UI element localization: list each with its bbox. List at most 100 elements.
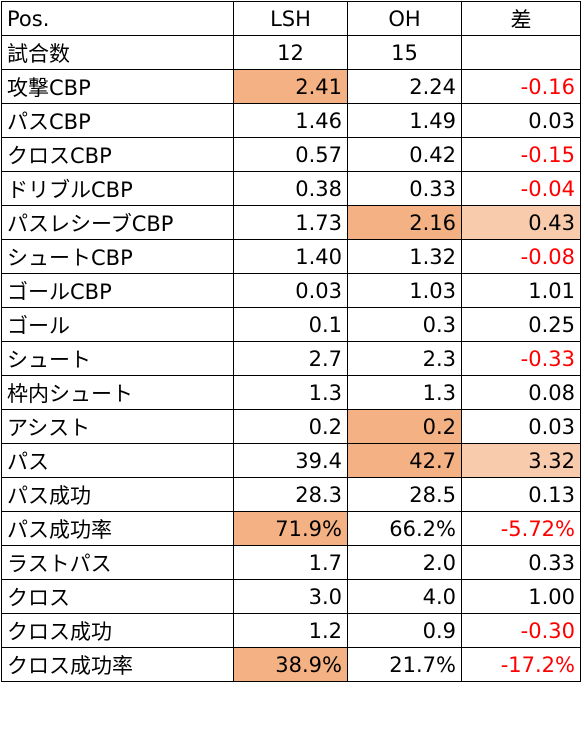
cell-lsh: 1.40 (233, 239, 348, 274)
row-label: パスCBP (1, 103, 234, 138)
row-label: パス成功 (1, 477, 234, 512)
table-row: ゴールCBP 0.03 1.03 1.01 (1, 273, 581, 308)
cell-oh: 0.2 (347, 409, 462, 444)
row-label: クロスCBP (1, 137, 234, 172)
header-oh: OH (347, 1, 462, 36)
cell-oh: 28.5 (347, 477, 462, 512)
table-row: アシスト 0.2 0.2 0.03 (1, 409, 581, 444)
cell-diff: -5.72% (461, 511, 581, 546)
stats-comparison-table: Pos. LSH OH 差 試合数 12 15 攻撃CBP 2.41 2.24 … (1, 1, 581, 682)
row-label: ゴール (1, 307, 234, 342)
table-row: パス 39.4 42.7 3.32 (1, 443, 581, 478)
header-diff: 差 (461, 1, 581, 36)
row-label: シュート (1, 341, 234, 376)
cell-oh: 66.2% (347, 511, 462, 546)
games-oh: 15 (347, 35, 462, 70)
cell-oh: 1.03 (347, 273, 462, 308)
cell-diff: -0.08 (461, 239, 581, 274)
table-row: シュート 2.7 2.3 -0.33 (1, 341, 581, 376)
table-row: ゴール 0.1 0.3 0.25 (1, 307, 581, 342)
cell-oh: 2.3 (347, 341, 462, 376)
cell-lsh: 3.0 (233, 579, 348, 614)
row-label: ゴールCBP (1, 273, 234, 308)
cell-oh: 21.7% (347, 647, 462, 682)
cell-lsh: 2.7 (233, 341, 348, 376)
row-label: クロス (1, 579, 234, 614)
cell-oh: 4.0 (347, 579, 462, 614)
games-lsh: 12 (233, 35, 348, 70)
cell-lsh: 0.1 (233, 307, 348, 342)
games-diff (461, 35, 581, 70)
cell-lsh: 0.57 (233, 137, 348, 172)
table-row: 攻撃CBP 2.41 2.24 -0.16 (1, 69, 581, 104)
table-row: ラストパス 1.7 2.0 0.33 (1, 545, 581, 580)
table-row: パスCBP 1.46 1.49 0.03 (1, 103, 581, 138)
row-label: ラストパス (1, 545, 234, 580)
table-row: クロス成功 1.2 0.9 -0.30 (1, 613, 581, 648)
cell-diff: 0.13 (461, 477, 581, 512)
header-lsh: LSH (233, 1, 348, 36)
row-label: パスレシーブCBP (1, 205, 234, 240)
cell-oh: 42.7 (347, 443, 462, 478)
cell-lsh: 28.3 (233, 477, 348, 512)
cell-lsh: 1.46 (233, 103, 348, 138)
table-row: パス成功率 71.9% 66.2% -5.72% (1, 511, 581, 546)
cell-oh: 1.49 (347, 103, 462, 138)
cell-oh: 0.33 (347, 171, 462, 206)
table-row: クロス成功率 38.9% 21.7% -17.2% (1, 647, 581, 682)
header-position: Pos. (1, 1, 234, 36)
cell-diff: 3.32 (461, 443, 581, 478)
cell-lsh: 1.2 (233, 613, 348, 648)
table-row: シュートCBP 1.40 1.32 -0.08 (1, 239, 581, 274)
row-label: パス (1, 443, 234, 478)
cell-diff: 1.01 (461, 273, 581, 308)
cell-lsh: 38.9% (233, 647, 348, 682)
cell-oh: 0.42 (347, 137, 462, 172)
cell-lsh: 2.41 (233, 69, 348, 104)
cell-diff: 0.25 (461, 307, 581, 342)
cell-diff: -0.30 (461, 613, 581, 648)
row-label: クロス成功 (1, 613, 234, 648)
row-label: アシスト (1, 409, 234, 444)
row-label: パス成功率 (1, 511, 234, 546)
cell-diff: -0.16 (461, 69, 581, 104)
cell-diff: 0.03 (461, 409, 581, 444)
table-row: パス成功 28.3 28.5 0.13 (1, 477, 581, 512)
cell-oh: 0.9 (347, 613, 462, 648)
cell-oh: 0.3 (347, 307, 462, 342)
games-row: 試合数 12 15 (1, 35, 581, 70)
cell-lsh: 71.9% (233, 511, 348, 546)
games-label: 試合数 (1, 35, 234, 70)
cell-lsh: 0.2 (233, 409, 348, 444)
cell-diff: -0.33 (461, 341, 581, 376)
cell-oh: 2.16 (347, 205, 462, 240)
cell-lsh: 1.73 (233, 205, 348, 240)
cell-diff: 0.08 (461, 375, 581, 410)
cell-oh: 1.32 (347, 239, 462, 274)
table-row: 枠内シュート 1.3 1.3 0.08 (1, 375, 581, 410)
header-row: Pos. LSH OH 差 (1, 1, 581, 36)
cell-lsh: 1.3 (233, 375, 348, 410)
row-label: 枠内シュート (1, 375, 234, 410)
cell-diff: -0.15 (461, 137, 581, 172)
cell-diff: 0.43 (461, 205, 581, 240)
cell-oh: 1.3 (347, 375, 462, 410)
table-row: パスレシーブCBP 1.73 2.16 0.43 (1, 205, 581, 240)
cell-diff: -17.2% (461, 647, 581, 682)
cell-diff: 1.00 (461, 579, 581, 614)
table-row: クロスCBP 0.57 0.42 -0.15 (1, 137, 581, 172)
row-label: ドリブルCBP (1, 171, 234, 206)
row-label: シュートCBP (1, 239, 234, 274)
cell-lsh: 0.38 (233, 171, 348, 206)
cell-diff: -0.04 (461, 171, 581, 206)
cell-diff: 0.33 (461, 545, 581, 580)
table-row: ドリブルCBP 0.38 0.33 -0.04 (1, 171, 581, 206)
cell-lsh: 0.03 (233, 273, 348, 308)
row-label: 攻撃CBP (1, 69, 234, 104)
table-row: クロス 3.0 4.0 1.00 (1, 579, 581, 614)
cell-lsh: 39.4 (233, 443, 348, 478)
cell-diff: 0.03 (461, 103, 581, 138)
cell-oh: 2.24 (347, 69, 462, 104)
cell-lsh: 1.7 (233, 545, 348, 580)
cell-oh: 2.0 (347, 545, 462, 580)
